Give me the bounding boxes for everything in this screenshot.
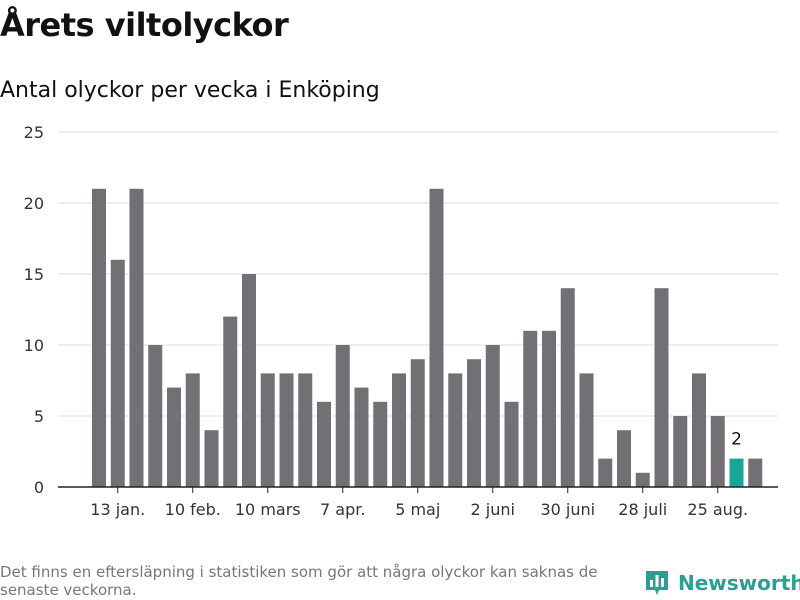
- bar: [504, 401, 519, 487]
- bar: [579, 373, 594, 487]
- brand-logo: Newsworthy: [644, 568, 800, 598]
- bar: [598, 458, 613, 487]
- bar: [260, 373, 275, 487]
- x-tick-label: 30 juni: [540, 500, 595, 519]
- bar: [354, 387, 369, 487]
- y-tick-label: 20: [24, 194, 44, 213]
- bar: [710, 416, 725, 487]
- bar: [129, 188, 144, 488]
- bar: [485, 345, 500, 487]
- bar: [110, 259, 125, 487]
- y-tick-label: 10: [24, 336, 44, 355]
- bar: [185, 373, 200, 487]
- bar: [373, 401, 388, 487]
- x-tick-label: 2 juni: [471, 500, 515, 519]
- y-tick-label: 5: [34, 407, 44, 426]
- bar: [410, 359, 425, 487]
- bar: [204, 430, 219, 487]
- bar: [279, 373, 294, 487]
- bar: [523, 330, 538, 487]
- bar: [448, 373, 463, 487]
- bar: [148, 345, 163, 487]
- bar: [335, 345, 350, 487]
- bar: [673, 416, 688, 487]
- bar: [617, 430, 631, 487]
- bar: [298, 373, 313, 487]
- chart-subtitle: Antal olyckor per vecka i Enköping: [0, 78, 380, 103]
- y-axis-labels: 0 5 10 15 20 25: [24, 123, 44, 497]
- highlight-bar: [729, 458, 744, 487]
- chart-title: Årets viltolyckor: [0, 6, 289, 44]
- y-tick-label: 15: [24, 265, 44, 284]
- brand-name: Newsworthy: [678, 571, 800, 595]
- x-tick-label: 10 mars: [235, 500, 301, 519]
- x-tick-label: 25 aug.: [687, 500, 748, 519]
- bar: [392, 373, 406, 487]
- bar: [167, 387, 181, 487]
- x-tick-label: 10 feb.: [165, 500, 221, 519]
- footnote: Det finns en eftersläpning i statistiken…: [0, 563, 598, 599]
- bar: [317, 401, 331, 487]
- y-tick-label: 25: [24, 123, 44, 142]
- bar: [223, 316, 238, 487]
- bar: [467, 359, 481, 487]
- bar: [692, 373, 706, 487]
- bar: [748, 458, 763, 487]
- bar: [654, 288, 669, 487]
- bar: [560, 288, 575, 487]
- y-tick-label: 0: [34, 478, 44, 497]
- bar: [242, 274, 256, 487]
- x-tick-label: 7 apr.: [320, 500, 365, 519]
- bar-chart-logo-icon: [646, 571, 668, 595]
- highlight-data-label: 2: [731, 430, 742, 450]
- x-tick-label: 13 jan.: [90, 500, 145, 519]
- bar: [429, 188, 444, 488]
- bar: [92, 188, 106, 488]
- bar: [542, 330, 556, 487]
- x-axis-ticks: [117, 487, 719, 493]
- x-axis-labels: 13 jan. 10 feb. 10 mars 7 apr. 5 maj 2 juni 30…: [90, 500, 748, 519]
- x-tick-label: 5 maj: [395, 500, 440, 519]
- bars: [92, 188, 763, 488]
- x-tick-label: 28 juli: [618, 500, 667, 519]
- bar: [635, 472, 650, 487]
